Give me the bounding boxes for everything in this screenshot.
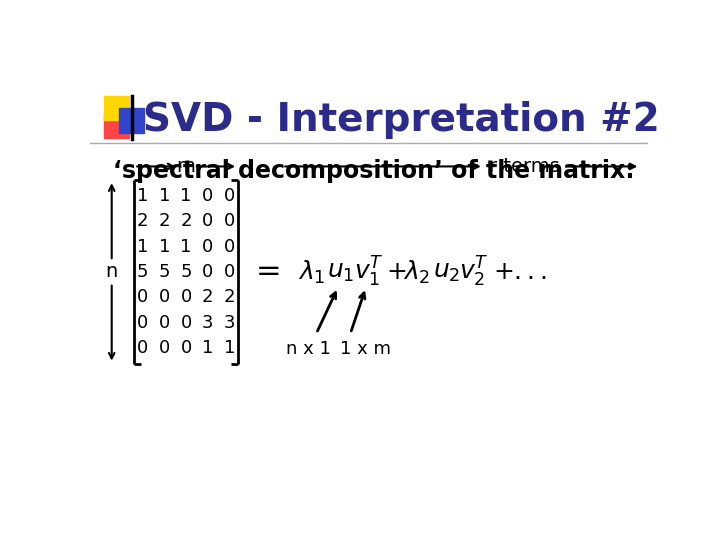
- Text: 1: 1: [202, 339, 214, 357]
- Text: 0: 0: [159, 288, 170, 306]
- Text: 0: 0: [202, 263, 213, 281]
- Text: m: m: [176, 157, 196, 176]
- Text: 1 x m: 1 x m: [341, 340, 392, 357]
- Bar: [120, 108, 144, 132]
- Text: $u_1$: $u_1$: [327, 260, 354, 284]
- Text: 0: 0: [224, 263, 235, 281]
- Text: 2: 2: [224, 288, 235, 306]
- Text: $v^T_2$: $v^T_2$: [459, 255, 489, 289]
- Text: n x 1: n x 1: [286, 340, 331, 357]
- Text: 3: 3: [202, 314, 214, 332]
- Text: SVD - Interpretation #2: SVD - Interpretation #2: [143, 101, 660, 139]
- Text: 0: 0: [137, 314, 148, 332]
- Text: 0: 0: [137, 339, 148, 357]
- Text: 0: 0: [224, 238, 235, 255]
- Text: 0: 0: [181, 288, 192, 306]
- Text: 0: 0: [159, 339, 170, 357]
- Text: $v^T_1$: $v^T_1$: [354, 255, 383, 289]
- Text: 1: 1: [224, 339, 235, 357]
- Text: 5: 5: [180, 263, 192, 281]
- Text: 0: 0: [224, 212, 235, 230]
- Text: 0: 0: [202, 238, 213, 255]
- Text: $\lambda_1$: $\lambda_1$: [297, 258, 325, 286]
- Bar: [104, 96, 129, 120]
- Text: 0: 0: [181, 339, 192, 357]
- Text: n: n: [106, 262, 118, 281]
- Text: 1: 1: [137, 238, 148, 255]
- Text: =: =: [256, 258, 281, 286]
- Text: 2: 2: [202, 288, 214, 306]
- Text: 1: 1: [158, 187, 170, 205]
- Text: 5: 5: [158, 263, 170, 281]
- Text: $+$: $+$: [386, 260, 406, 284]
- Text: $u_2$: $u_2$: [433, 260, 460, 284]
- Text: 1: 1: [181, 238, 192, 255]
- Text: 0: 0: [202, 187, 213, 205]
- Text: $\lambda_2$: $\lambda_2$: [403, 258, 431, 286]
- Text: 2: 2: [180, 212, 192, 230]
- Text: 3: 3: [224, 314, 235, 332]
- Text: 1: 1: [158, 238, 170, 255]
- Text: 0: 0: [181, 314, 192, 332]
- Text: 0: 0: [137, 288, 148, 306]
- Text: 5: 5: [137, 263, 148, 281]
- Text: 2: 2: [137, 212, 148, 230]
- Text: 0: 0: [202, 212, 213, 230]
- Text: 1: 1: [181, 187, 192, 205]
- Text: r terms: r terms: [489, 157, 559, 176]
- Text: 2: 2: [158, 212, 170, 230]
- Text: 0: 0: [224, 187, 235, 205]
- Text: ‘spectral decomposition’ of the matrix:: ‘spectral decomposition’ of the matrix:: [113, 159, 635, 183]
- Text: 0: 0: [159, 314, 170, 332]
- Bar: [104, 113, 129, 138]
- Text: $+...$: $+...$: [493, 260, 546, 284]
- Text: 1: 1: [137, 187, 148, 205]
